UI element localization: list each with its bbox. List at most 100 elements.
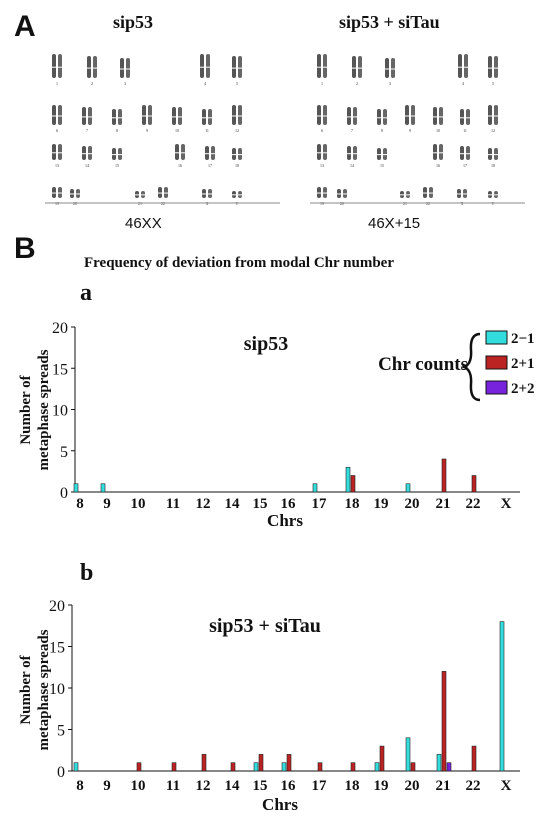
chromatid [353, 107, 357, 125]
x-tick-label: 19 [374, 496, 389, 512]
right-chromosome-pair [317, 54, 327, 78]
right-chromosome-pair [337, 189, 347, 198]
y-tick-label: 20 [52, 320, 68, 337]
right-chromosome-label: 16 [436, 163, 440, 168]
legend-brace [460, 332, 481, 402]
chromatid [175, 144, 179, 160]
chromatid [494, 105, 498, 125]
x-axis-label: Chrs [262, 795, 298, 814]
y-tick-label: 0 [57, 764, 65, 781]
left-chromosome-pair [52, 105, 62, 125]
left-chromosome-pair [202, 189, 212, 198]
chromatid [488, 56, 492, 78]
right-chromosome-pair [405, 105, 415, 125]
legend-label: 2+2 [511, 381, 535, 397]
chromatid [347, 107, 351, 125]
right-chromosome-label: 1 [321, 81, 323, 86]
subchart-label: b [80, 560, 93, 586]
left-chromosome-label: 1 [56, 81, 58, 86]
chromatid [433, 144, 437, 160]
chromatid [323, 54, 327, 78]
right-chromosome-label: 12 [491, 128, 495, 133]
bar-2+1 [201, 754, 207, 772]
left-chromosome-pair [135, 191, 145, 198]
right-chromosome-pair [457, 189, 467, 198]
y-tick-label: 0 [60, 485, 68, 502]
x-tick-label: 14 [225, 496, 241, 512]
x-tick-label: 10 [131, 778, 146, 794]
x-tick-label: 20 [405, 778, 420, 794]
chromatid [52, 144, 56, 160]
y-tick-label: 15 [52, 361, 68, 378]
chromatid [52, 187, 56, 198]
left-chromosome-pair [87, 56, 97, 78]
chromatid [88, 146, 92, 160]
karyotype-left-caption: 46XX [125, 215, 162, 232]
left-chromosome-label: 13 [55, 163, 59, 168]
bar-2+1 [258, 754, 264, 772]
right-chromosome-label: 10 [436, 128, 440, 133]
x-tick-label: 22 [466, 496, 481, 512]
left-chromosome-label: 18 [235, 163, 239, 168]
right-chromosome-pair [488, 105, 498, 125]
bar-2−1 [374, 762, 380, 772]
left-chromosome-pair [82, 146, 92, 160]
chromatid [178, 107, 182, 125]
left-chromosome-label: 2 [91, 81, 93, 86]
chromatid [411, 105, 415, 125]
right-chromosome-label: 11 [463, 128, 467, 133]
right-chromosome-pair [433, 144, 443, 160]
legend-swatch [485, 330, 508, 345]
left-chromosome-pair [120, 58, 130, 78]
x-tick-label: 9 [103, 778, 111, 794]
x-tick-label: 12 [196, 496, 211, 512]
x-tick-label: 16 [281, 778, 297, 794]
left-chromosome-pair [232, 105, 242, 125]
right-chromosome-pair [377, 109, 387, 125]
chromatid [317, 187, 321, 198]
right-chromosome-pair [377, 148, 387, 160]
chromatid [142, 105, 146, 125]
right-chromosome-label: 3 [389, 81, 391, 86]
right-chromosome-label: 2 [356, 81, 358, 86]
x-tick-label: 11 [166, 778, 180, 794]
x-tick-label: 12 [196, 778, 211, 794]
left-chromosome-pair [142, 105, 152, 125]
legend-label: 2−1 [511, 331, 535, 347]
chromatid [211, 146, 215, 160]
y-tick-label: 10 [52, 403, 68, 420]
right-chromosome-label: 4 [462, 81, 464, 86]
bar-2−1 [73, 483, 79, 493]
chromatid [172, 107, 176, 125]
right-chromosome-pair [488, 148, 498, 160]
bar-2+1 [471, 745, 477, 772]
chromatid [488, 105, 492, 125]
left-chromosome-label: 3 [124, 81, 126, 86]
x-tick-label: 15 [253, 496, 268, 512]
left-chromosome-pair [202, 109, 212, 125]
chromatid [112, 148, 116, 160]
left-chromosome-label: 11 [205, 128, 209, 133]
chromatid [323, 144, 327, 160]
right-chromosome-pair [347, 107, 357, 125]
chromatid [466, 146, 470, 160]
right-chromosome-label: 7 [351, 128, 353, 133]
right-chromosome-pair [347, 146, 357, 160]
karyotype-left-title: sip53 [113, 12, 154, 32]
panel-b-header: Frequency of deviation from modal Chr nu… [84, 255, 394, 271]
right-chromosome-label: 5 [492, 81, 494, 86]
chromatid [58, 54, 62, 78]
chromatid [208, 109, 212, 125]
left-chromosome-pair [232, 148, 242, 160]
left-chromosome-label: 12 [235, 128, 239, 133]
right-chromosome-pair [488, 56, 498, 78]
chromatid [232, 148, 236, 160]
chromatid [358, 56, 362, 78]
bar-2+1 [171, 762, 177, 772]
y-tick-label: 10 [49, 681, 65, 698]
chromatid [202, 109, 206, 125]
right-chromosome-label: 13 [320, 163, 324, 168]
bar-2+1 [410, 762, 416, 772]
right-chromosome-pair [317, 187, 327, 198]
left-chromosome-label: 8 [116, 128, 118, 133]
